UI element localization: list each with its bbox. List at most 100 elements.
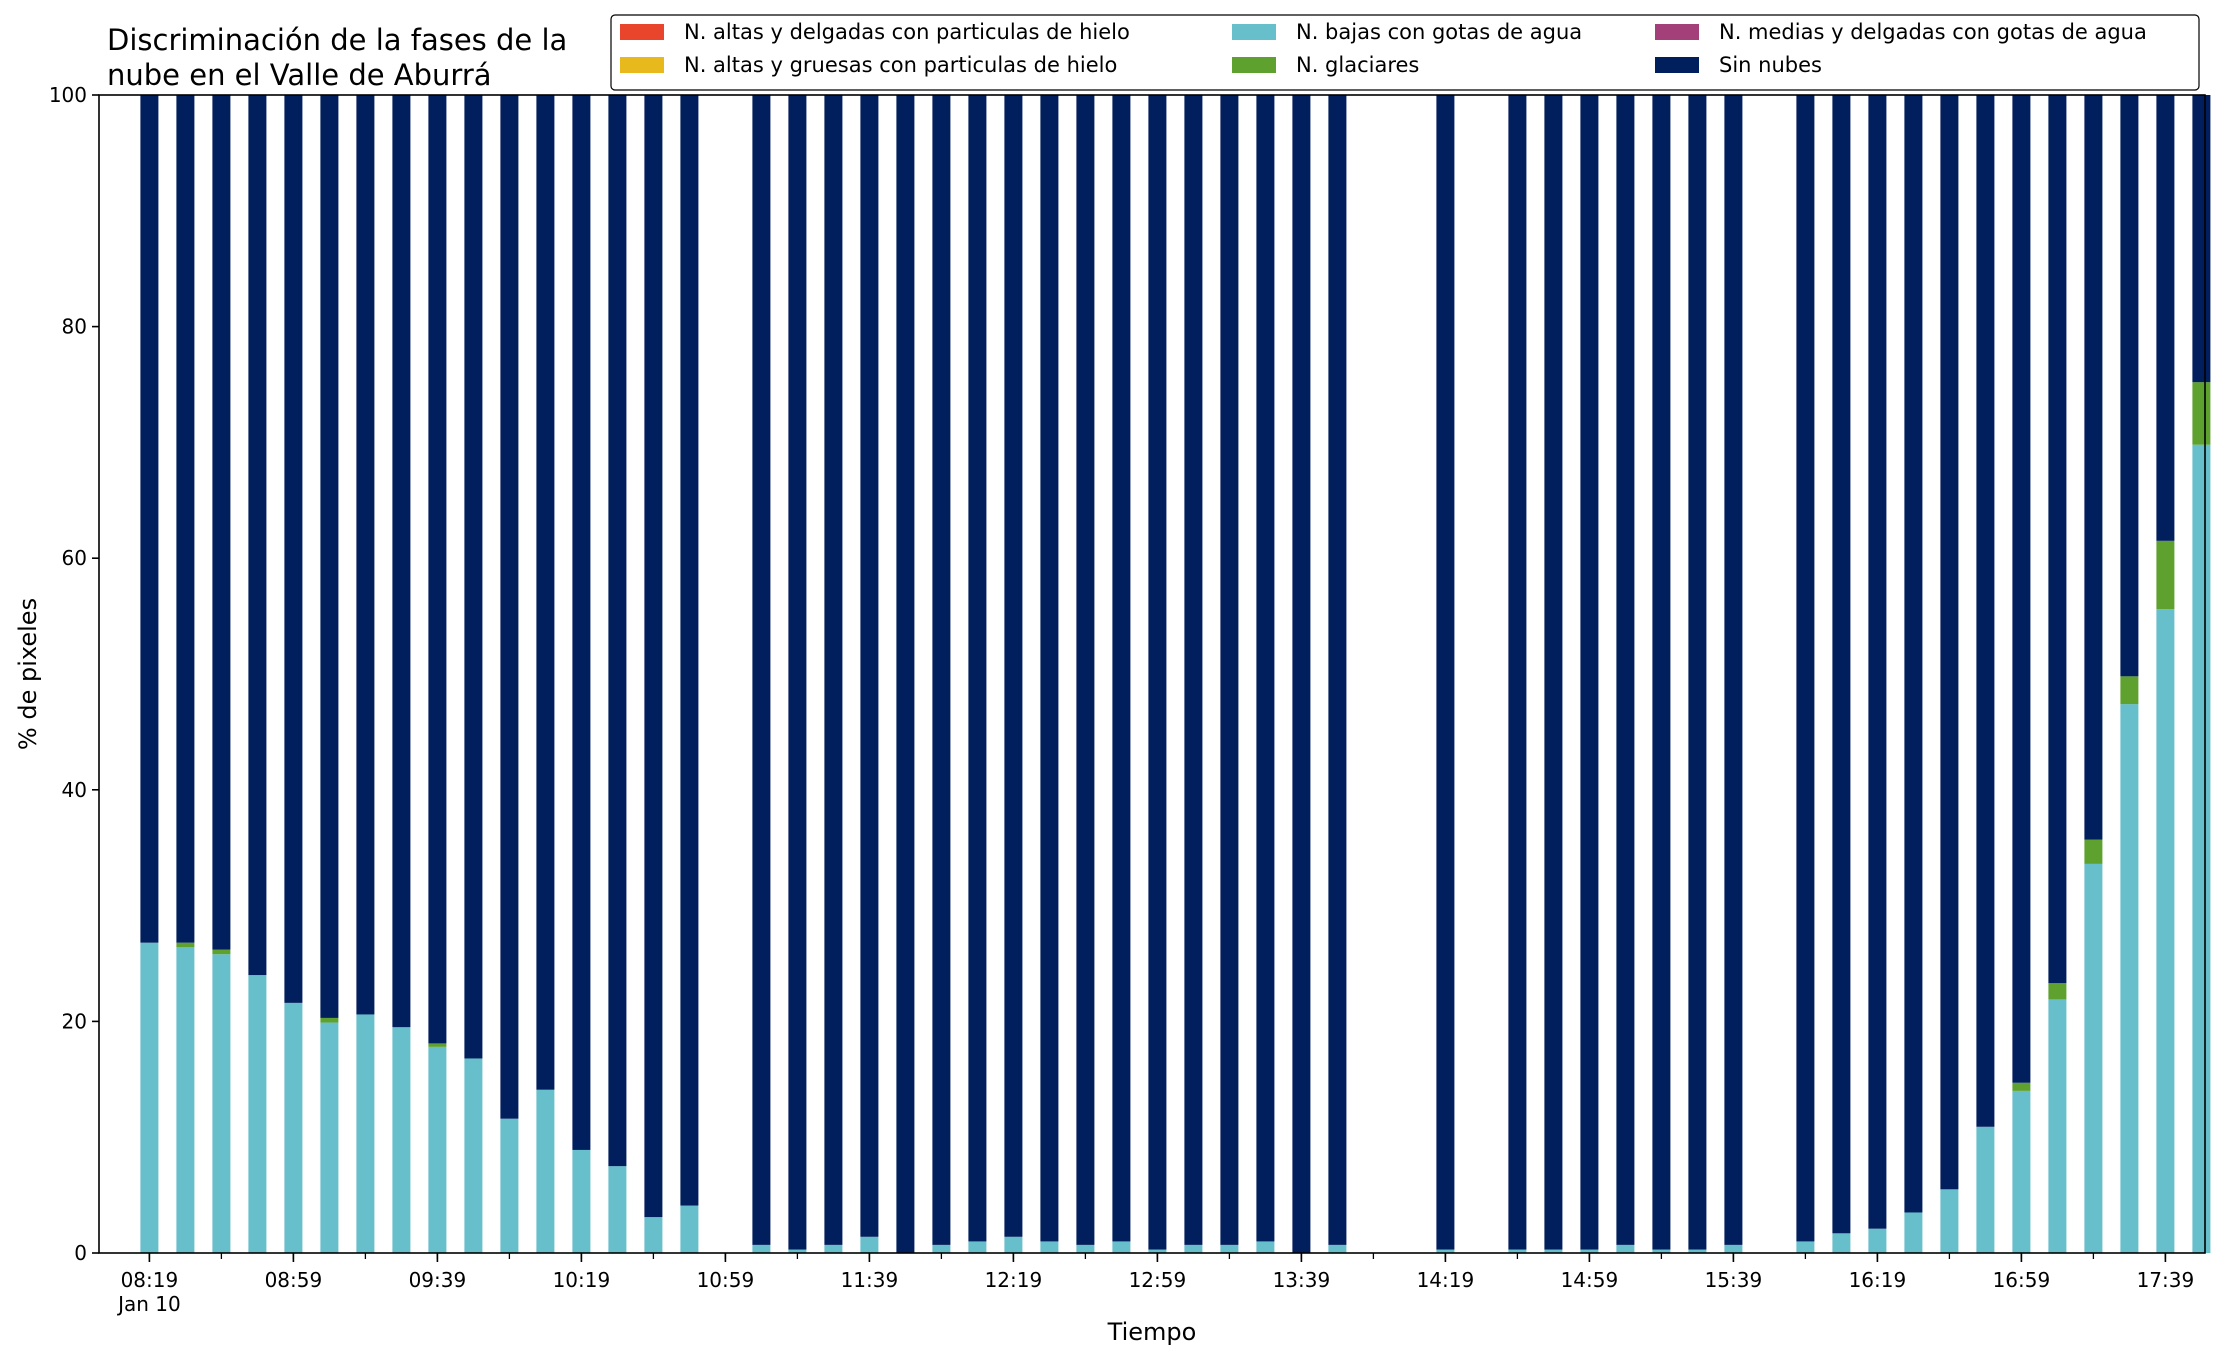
bar-sin-nubes-1039 <box>644 95 663 1218</box>
legend-label-n-altas-y-delgadas-con-particulas-de-hielo: N. altas y delgadas con particulas de hi… <box>684 20 1130 44</box>
bar-n-bajas-con-gotas-de-agua-1249 <box>1112 1241 1131 1253</box>
bar-n-bajas-con-gotas-de-agua-0919 <box>356 1014 375 1253</box>
x-tick-label: 14:19 <box>1417 1268 1475 1292</box>
bar-n-bajas-con-gotas-de-agua-1439 <box>1508 1249 1527 1253</box>
x-tick-label: 11:39 <box>841 1268 899 1292</box>
legend-label-n-glaciares: N. glaciares <box>1296 53 1419 77</box>
bar-sin-nubes-1209 <box>968 95 987 1242</box>
bar-sin-nubes-1329 <box>1256 95 1275 1242</box>
legend: N. altas y delgadas con particulas de hi… <box>610 14 2200 91</box>
legend-box <box>610 14 2200 91</box>
bar-sin-nubes-1149 <box>896 95 915 1253</box>
bar-n-bajas-con-gotas-de-agua-1329 <box>1256 1241 1275 1253</box>
bar-sin-nubes-1029 <box>608 95 627 1167</box>
bar-n-bajas-con-gotas-de-agua-1039 <box>644 1217 663 1253</box>
bar-sin-nubes-0929 <box>392 95 411 1028</box>
bar-n-bajas-con-gotas-de-agua-0839 <box>212 954 231 1253</box>
bar-n-bajas-con-gotas-de-agua-1739 <box>2156 609 2175 1253</box>
bar-n-glaciares-0829 <box>176 942 195 948</box>
bar-sin-nubes-1619 <box>1868 95 1887 1229</box>
bar-sin-nubes-1009 <box>536 95 555 1090</box>
y-axis-label: % de pixeles <box>14 598 42 750</box>
bar-n-bajas-con-gotas-de-agua-1119 <box>788 1249 807 1253</box>
bar-sin-nubes-1539 <box>1724 95 1743 1245</box>
legend-swatch-sin-nubes <box>1655 57 1699 73</box>
bar-n-bajas-con-gotas-de-agua-0829 <box>176 947 195 1253</box>
bar-n-bajas-con-gotas-de-agua-1419 <box>1436 1249 1455 1253</box>
y-tick-label: 0 <box>74 1241 87 1265</box>
bar-n-bajas-con-gotas-de-agua-1629 <box>1904 1212 1923 1253</box>
bar-sin-nubes-1629 <box>1904 95 1923 1213</box>
bar-n-bajas-con-gotas-de-agua-1049 <box>680 1205 699 1253</box>
bar-n-bajas-con-gotas-de-agua-0949 <box>464 1058 483 1253</box>
bar-n-bajas-con-gotas-de-agua-1459 <box>1580 1249 1599 1253</box>
bar-sin-nubes-1609 <box>1832 95 1851 1234</box>
bar-sin-nubes-1659 <box>2012 95 2031 1083</box>
bar-sin-nubes-0959 <box>500 95 519 1119</box>
legend-label-n-altas-y-gruesas-con-particulas-de-hielo: N. altas y gruesas con particulas de hie… <box>684 53 1117 77</box>
bar-sin-nubes-1349 <box>1328 95 1347 1245</box>
bar-sin-nubes-1739 <box>2156 95 2175 541</box>
bar-n-bajas-con-gotas-de-agua-1719 <box>2084 863 2103 1253</box>
bar-sin-nubes-1159 <box>932 95 951 1245</box>
bar-sin-nubes-0949 <box>464 95 483 1059</box>
legend-swatch-n-altas-y-gruesas-con-particulas-de-hielo <box>620 57 664 73</box>
x-tick-label: 10:19 <box>553 1268 611 1292</box>
bar-n-bajas-con-gotas-de-agua-0859 <box>284 1002 303 1253</box>
bar-n-bajas-con-gotas-de-agua-1729 <box>2120 704 2139 1253</box>
chart-title-line-2: nube en el Valle de Aburrá <box>107 58 492 92</box>
bar-sin-nubes-1319 <box>1220 95 1239 1245</box>
bar-n-bajas-con-gotas-de-agua-0939 <box>428 1046 447 1253</box>
bar-n-bajas-con-gotas-de-agua-1029 <box>608 1166 627 1253</box>
legend-swatch-n-glaciares <box>1232 57 1276 73</box>
bar-n-glaciares-1749 <box>2192 382 2211 445</box>
bar-n-glaciares-0839 <box>212 949 231 955</box>
bar-n-bajas-con-gotas-de-agua-1319 <box>1220 1244 1239 1253</box>
x-tick-label: 08:19 <box>121 1268 179 1292</box>
y-tick-label: 100 <box>49 83 87 107</box>
bar-sin-nubes-0909 <box>320 95 339 1018</box>
legend-label-n-bajas-con-gotas-de-agua: N. bajas con gotas de agua <box>1296 20 1582 44</box>
bar-sin-nubes-0819 <box>140 95 159 943</box>
bar-sin-nubes-1229 <box>1040 95 1059 1242</box>
bar-n-bajas-con-gotas-de-agua-1709 <box>2048 999 2067 1253</box>
bar-n-bajas-con-gotas-de-agua-1349 <box>1328 1244 1347 1253</box>
bar-n-bajas-con-gotas-de-agua-1159 <box>932 1244 951 1253</box>
legend-label-sin-nubes: Sin nubes <box>1719 53 1822 77</box>
bar-sin-nubes-1719 <box>2084 95 2103 840</box>
bar-n-bajas-con-gotas-de-agua-1129 <box>824 1244 843 1253</box>
bar-n-glaciares-0939 <box>428 1043 447 1047</box>
bar-n-bajas-con-gotas-de-agua-0959 <box>500 1118 519 1253</box>
bar-sin-nubes-1729 <box>2120 95 2139 677</box>
bar-n-bajas-con-gotas-de-agua-1259 <box>1148 1249 1167 1253</box>
bar-n-glaciares-1709 <box>2048 983 2067 1000</box>
bar-n-bajas-con-gotas-de-agua-1229 <box>1040 1241 1059 1253</box>
bar-n-bajas-con-gotas-de-agua-0929 <box>392 1027 411 1253</box>
bar-sin-nubes-1249 <box>1112 95 1131 1242</box>
x-axis-label: Tiempo <box>1107 1318 1197 1346</box>
bar-n-bajas-con-gotas-de-agua-1239 <box>1076 1244 1095 1253</box>
x-tick-label: 16:19 <box>1849 1268 1907 1292</box>
bar-n-bajas-con-gotas-de-agua-1139 <box>860 1236 879 1253</box>
bar-n-bajas-con-gotas-de-agua-1309 <box>1184 1244 1203 1253</box>
y-tick-label: 20 <box>62 1009 87 1033</box>
bar-n-bajas-con-gotas-de-agua-1659 <box>2012 1090 2031 1253</box>
legend-swatch-n-medias-y-delgadas-con-gotas-de-agua <box>1655 24 1699 40</box>
x-tick-sublabel: Jan 10 <box>116 1292 181 1316</box>
x-tick-label: 16:59 <box>1993 1268 2051 1292</box>
x-tick-label: 17:39 <box>2137 1268 2195 1292</box>
bar-n-bajas-con-gotas-de-agua-0849 <box>248 975 267 1253</box>
bar-sin-nubes-1219 <box>1004 95 1023 1237</box>
bar-n-bajas-con-gotas-de-agua-1749 <box>2192 444 2211 1254</box>
bar-sin-nubes-1449 <box>1544 95 1563 1250</box>
bar-n-bajas-con-gotas-de-agua-1559 <box>1796 1241 1815 1253</box>
legend-label-n-medias-y-delgadas-con-gotas-de-agua: N. medias y delgadas con gotas de agua <box>1719 20 2147 44</box>
bar-sin-nubes-0939 <box>428 95 447 1044</box>
y-axis: 0 20 40 60 80 100 <box>49 83 99 1265</box>
bar-sin-nubes-0849 <box>248 95 267 976</box>
bar-n-bajas-con-gotas-de-agua-1619 <box>1868 1228 1887 1253</box>
bar-sin-nubes-1439 <box>1508 95 1527 1250</box>
bar-sin-nubes-0919 <box>356 95 375 1015</box>
